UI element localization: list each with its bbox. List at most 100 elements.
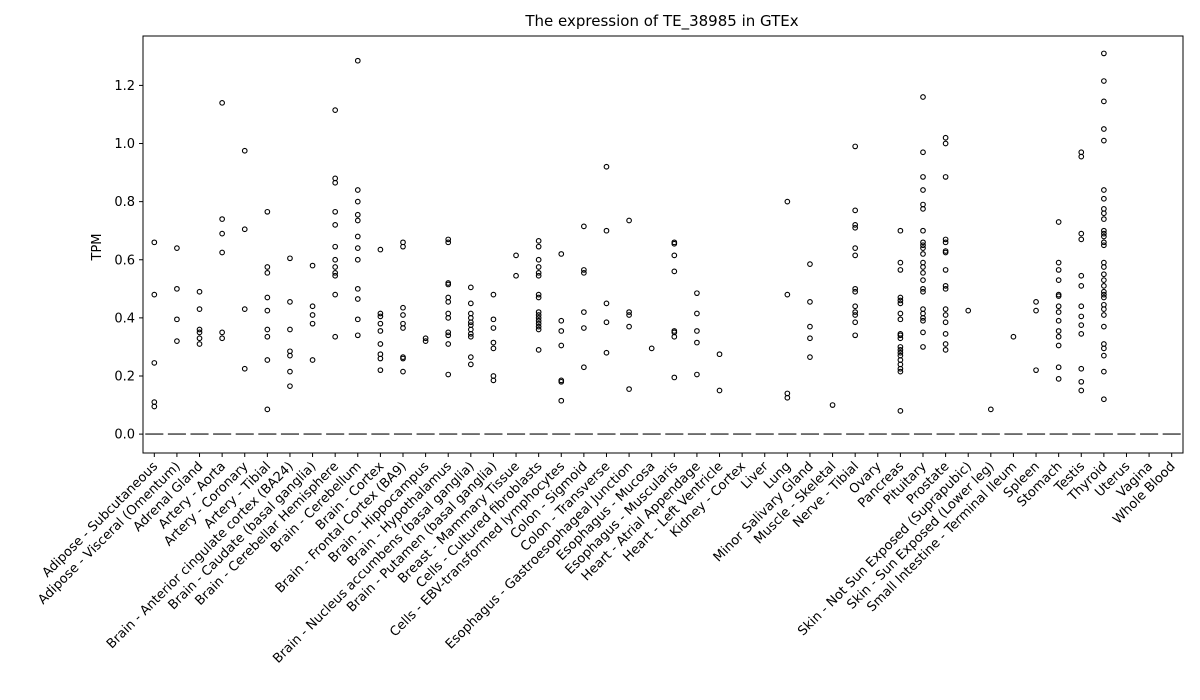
outlier-point (467, 284, 474, 291)
outlier-point (354, 211, 361, 218)
outlier-point (309, 303, 316, 310)
outlier-point (1078, 272, 1085, 279)
outlier-point (671, 268, 678, 275)
outlier-point (535, 272, 542, 279)
outlier-point (1078, 303, 1085, 310)
outlier-point (920, 285, 926, 292)
outlier-point (535, 326, 542, 333)
outlier-point (558, 378, 565, 385)
y-axis: 0.0 0.2 0.4 0.6 0.8 1.0 1.2 (114, 79, 143, 443)
outlier-point (264, 264, 271, 270)
outlier-point (897, 316, 904, 323)
outlier-point (942, 312, 949, 318)
outlier-point (671, 252, 678, 259)
outlier-point (852, 288, 859, 295)
outlier-point (467, 361, 474, 368)
outlier-point (581, 325, 587, 331)
outlier-point (1078, 236, 1085, 243)
outlier-point (1101, 283, 1107, 289)
outlier-point (354, 316, 361, 323)
outlier-point (920, 239, 926, 246)
outlier-point (513, 272, 519, 279)
outlier-point (422, 335, 429, 342)
outlier-point (377, 246, 384, 253)
outlier-point (490, 339, 497, 346)
outlier-point (829, 402, 836, 408)
outlier-point (535, 312, 542, 318)
outlier-point (716, 351, 723, 358)
y-axis-label: TPM (90, 234, 105, 262)
outlier-point (219, 249, 225, 256)
outlier-point (987, 406, 994, 413)
outlier-point (264, 406, 271, 413)
outlier-point (1078, 322, 1085, 328)
outlier-point (671, 240, 678, 247)
outlier-point (1055, 333, 1062, 340)
outlier-point (241, 306, 248, 313)
outlier-point (422, 338, 429, 344)
outlier-point (852, 222, 859, 228)
outlier-point (626, 386, 632, 392)
outlier-point (784, 198, 791, 205)
outlier-point (852, 285, 859, 292)
outlier-point (897, 259, 904, 266)
y-tick-label: 1.2 (114, 79, 135, 94)
outlier-point (196, 341, 203, 347)
outlier-point (942, 267, 949, 273)
outlier-point (1078, 331, 1085, 337)
outlier-point (535, 243, 542, 250)
outlier-point (897, 297, 904, 304)
outlier-point (535, 346, 542, 353)
outlier-point (287, 326, 293, 333)
outlier-point (626, 217, 632, 224)
outlier-point (942, 306, 949, 313)
plot-frame (142, 35, 1184, 454)
outlier-point (354, 332, 361, 339)
outlier-point (445, 341, 452, 347)
outlier-point (174, 338, 180, 344)
outlier-point (264, 269, 271, 276)
outlier-point (920, 206, 926, 212)
outlier-point (920, 242, 926, 249)
outlier-point (445, 329, 452, 336)
outlier-point (581, 223, 587, 230)
outlier-point (852, 303, 859, 310)
outlier-point (1101, 233, 1107, 240)
outlier-point (241, 147, 248, 154)
outlier-point (309, 312, 316, 318)
outlier-point (535, 269, 542, 276)
outlier-point (920, 269, 926, 276)
outlier-point (535, 315, 542, 321)
outlier-point (1055, 219, 1062, 225)
outlier-point (332, 269, 339, 276)
outlier-point (196, 288, 203, 295)
outlier-point (490, 316, 497, 323)
outlier-point (1055, 267, 1062, 273)
outlier-point (1078, 313, 1085, 320)
outlier-point (264, 357, 271, 363)
outlier-point (920, 317, 926, 324)
outlier-point (490, 377, 497, 384)
outlier-point (852, 224, 859, 231)
outlier-point (626, 309, 632, 315)
outlier-point (626, 312, 632, 318)
outlier-point (1101, 368, 1107, 375)
outlier-point (264, 208, 271, 215)
outlier-point (852, 319, 859, 326)
outlier-point (219, 99, 225, 106)
outlier-point (942, 134, 949, 141)
outlier-point (920, 251, 926, 257)
outlier-point (1055, 293, 1062, 299)
outlier-point (354, 285, 361, 292)
outlier-point (1101, 187, 1107, 193)
outlier-point (1078, 153, 1085, 160)
outlier-point (264, 333, 271, 340)
outlier-point (264, 307, 271, 314)
outlier-point (151, 360, 158, 366)
outlier-point (400, 325, 406, 331)
outlier-point (807, 335, 813, 342)
outlier-point (1101, 227, 1107, 234)
outlier-point (920, 344, 926, 350)
outlier-point (332, 264, 339, 270)
outlier-point (332, 107, 339, 113)
